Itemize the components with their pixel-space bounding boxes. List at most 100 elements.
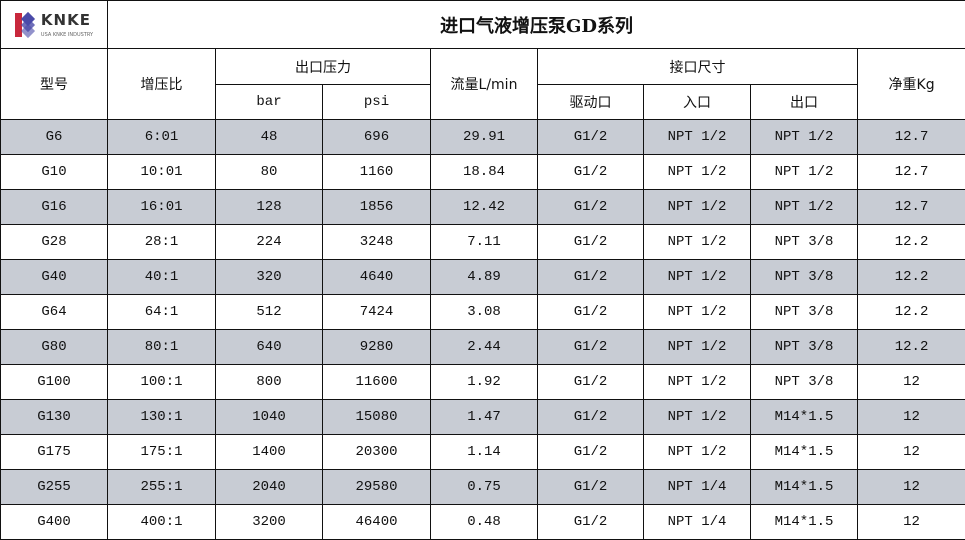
cell-ratio: 175:1 (107, 434, 216, 470)
cell-flow: 1.47 (430, 399, 538, 435)
cell-model: G175 (0, 434, 108, 470)
cell-outlet: M14*1.5 (750, 434, 858, 470)
cell-inlet: NPT 1/2 (643, 189, 751, 225)
cell-drive-port: G1/2 (537, 119, 644, 155)
cell-ratio: 100:1 (107, 364, 216, 400)
cell-net-weight: 12.2 (856, 329, 965, 365)
logo-cell: KNKE USA KNKE INDUSTRY (0, 0, 108, 49)
cell-pressure-bar: 48 (215, 119, 323, 155)
cell-pressure-bar: 1040 (215, 399, 323, 435)
cell-model: G400 (0, 504, 108, 540)
cell-outlet: NPT 3/8 (750, 294, 858, 330)
cell-ratio: 28:1 (107, 224, 216, 260)
table-row: G40 40:1 320 4640 4.89 G1/2 NPT 1/2 NPT 3/8 12.2 (0, 259, 965, 295)
cell-inlet: NPT 1/4 (643, 469, 751, 505)
cell-model: G10 (0, 154, 108, 190)
table-row: G100 100:1 800 11600 1.92 G1/2 NPT 1/2 NPT 3/8 1… (0, 364, 965, 400)
cell-pressure-bar: 1400 (215, 434, 323, 470)
table-row: G28 28:1 224 3248 7.11 G1/2 NPT 1/2 NPT 3/8 12.2 (0, 224, 965, 260)
cell-flow: 12.42 (430, 189, 538, 225)
cell-net-weight: 12.7 (856, 189, 965, 225)
header-ratio: 增压比 (107, 48, 216, 120)
knke-logo: KNKE USA KNKE INDUSTRY (2, 10, 107, 38)
cell-model: G16 (0, 189, 108, 225)
cell-pressure-bar: 640 (215, 329, 323, 365)
cell-drive-port: G1/2 (537, 224, 644, 260)
cell-inlet: NPT 1/2 (643, 224, 751, 260)
cell-flow: 3.08 (430, 294, 538, 330)
table-row: G64 64:1 512 7424 3.08 G1/2 NPT 1/2 NPT 3/8 12.2 (0, 294, 965, 330)
cell-flow: 18.84 (430, 154, 538, 190)
cell-flow: 1.14 (430, 434, 538, 470)
header-drive-port: 驱动口 (537, 84, 644, 120)
cell-pressure-psi: 1160 (322, 154, 431, 190)
cell-net-weight: 12 (856, 434, 965, 470)
cell-pressure-bar: 3200 (215, 504, 323, 540)
cell-flow: 4.89 (430, 259, 538, 295)
cell-pressure-psi: 9280 (322, 329, 431, 365)
cell-model: G100 (0, 364, 108, 400)
table-row: G130 130:1 1040 15080 1.47 G1/2 NPT 1/2 M14*1.5… (0, 399, 965, 435)
cell-pressure-bar: 80 (215, 154, 323, 190)
cell-outlet: NPT 3/8 (750, 224, 858, 260)
cell-pressure-bar: 2040 (215, 469, 323, 505)
cell-model: G130 (0, 399, 108, 435)
cell-inlet: NPT 1/2 (643, 259, 751, 295)
cell-flow: 0.48 (430, 504, 538, 540)
table-row: G255 255:1 2040 29580 0.75 G1/2 NPT 1/4 M14*1.5… (0, 469, 965, 505)
cell-outlet: M14*1.5 (750, 504, 858, 540)
cell-net-weight: 12 (856, 399, 965, 435)
cell-net-weight: 12 (856, 504, 965, 540)
cell-outlet: M14*1.5 (750, 399, 858, 435)
cell-inlet: NPT 1/4 (643, 504, 751, 540)
cell-pressure-psi: 11600 (322, 364, 431, 400)
cell-model: G80 (0, 329, 108, 365)
cell-model: G255 (0, 469, 108, 505)
cell-ratio: 64:1 (107, 294, 216, 330)
cell-model: G40 (0, 259, 108, 295)
logo-name: KNKE (40, 10, 91, 29)
cell-model: G64 (0, 294, 108, 330)
header-model: 型号 (0, 48, 108, 120)
cell-inlet: NPT 1/2 (643, 154, 751, 190)
cell-ratio: 130:1 (107, 399, 216, 435)
cell-pressure-psi: 4640 (322, 259, 431, 295)
cell-model: G28 (0, 224, 108, 260)
cell-model: G6 (0, 119, 108, 155)
header-outlet-pressure: 出口压力 (215, 48, 431, 85)
cell-drive-port: G1/2 (537, 399, 644, 435)
cell-pressure-psi: 20300 (322, 434, 431, 470)
cell-ratio: 16:01 (107, 189, 216, 225)
table-row: G16 16:01 128 1856 12.42 G1/2 NPT 1/2 NPT 1/2 12… (0, 189, 965, 225)
cell-ratio: 400:1 (107, 504, 216, 540)
cell-outlet: NPT 1/2 (750, 189, 858, 225)
cell-ratio: 40:1 (107, 259, 216, 295)
cell-drive-port: G1/2 (537, 294, 644, 330)
cell-drive-port: G1/2 (537, 469, 644, 505)
cell-flow: 29.91 (430, 119, 538, 155)
cell-drive-port: G1/2 (537, 154, 644, 190)
cell-flow: 7.11 (430, 224, 538, 260)
cell-drive-port: G1/2 (537, 189, 644, 225)
cell-pressure-bar: 512 (215, 294, 323, 330)
header-psi: psi (322, 84, 431, 120)
header-net-weight: 净重Kg (856, 48, 965, 120)
cell-ratio: 80:1 (107, 329, 216, 365)
table-row: G6 6:01 48 696 29.91 G1/2 NPT 1/2 NPT 1/2 12.7 (0, 119, 965, 155)
cell-outlet: NPT 1/2 (750, 119, 858, 155)
cell-inlet: NPT 1/2 (643, 364, 751, 400)
cell-drive-port: G1/2 (537, 504, 644, 540)
logo-mark-icon (14, 11, 37, 38)
cell-pressure-bar: 800 (215, 364, 323, 400)
cell-net-weight: 12 (856, 469, 965, 505)
table-row: G10 10:01 80 1160 18.84 G1/2 NPT 1/2 NPT 1/2 12.… (0, 154, 965, 190)
cell-flow: 0.75 (430, 469, 538, 505)
cell-ratio: 255:1 (107, 469, 216, 505)
cell-net-weight: 12.7 (856, 154, 965, 190)
cell-pressure-psi: 696 (322, 119, 431, 155)
cell-outlet: NPT 1/2 (750, 154, 858, 190)
cell-pressure-bar: 128 (215, 189, 323, 225)
cell-pressure-psi: 46400 (322, 504, 431, 540)
cell-pressure-psi: 7424 (322, 294, 431, 330)
